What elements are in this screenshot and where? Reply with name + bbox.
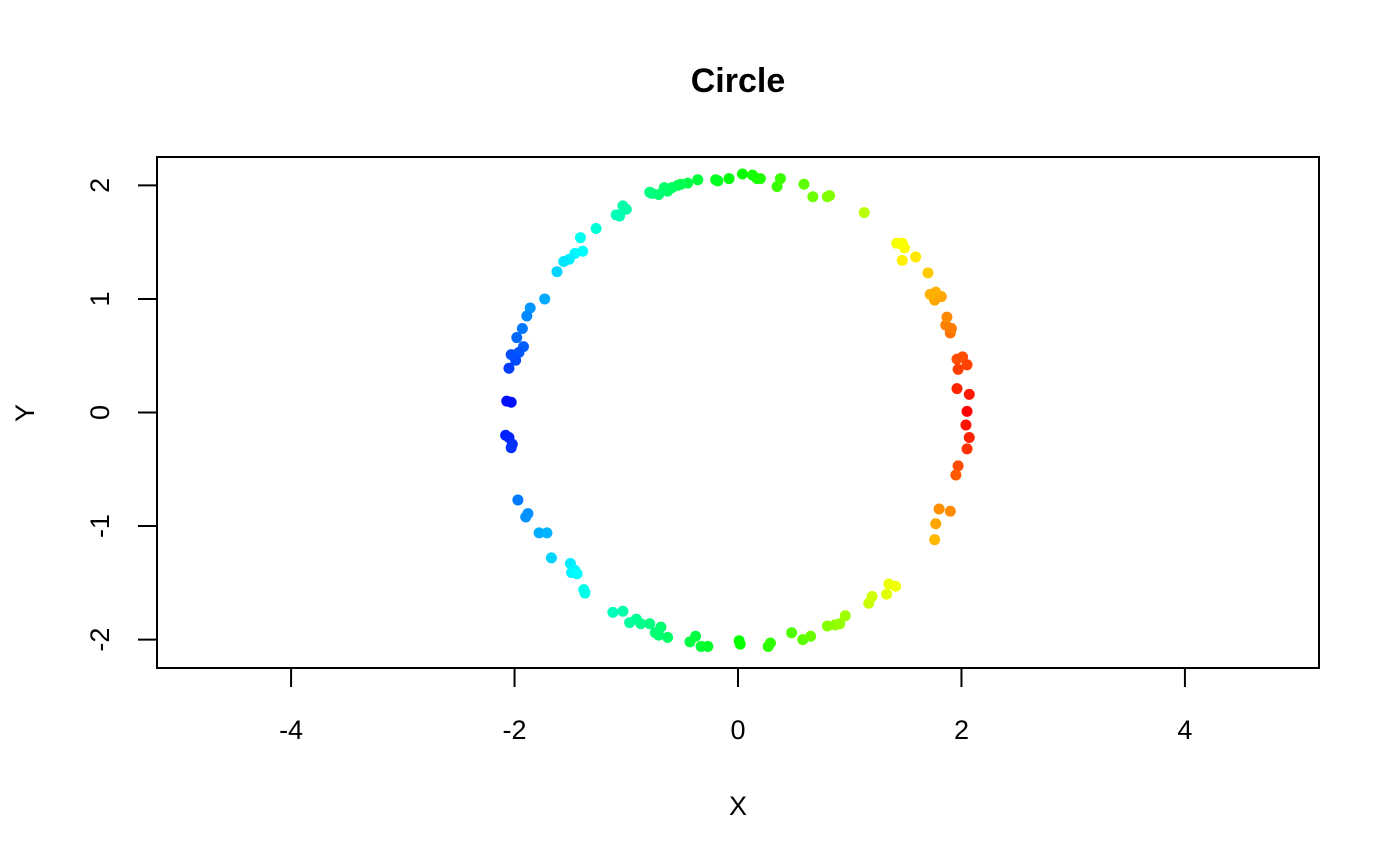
y-tick-label: 0 (85, 405, 115, 420)
data-point (929, 534, 941, 546)
data-point (635, 618, 647, 630)
data-point (952, 460, 964, 472)
data-point (702, 640, 714, 652)
data-point (924, 288, 936, 300)
data-point (558, 255, 570, 267)
data-points (500, 168, 975, 652)
data-point (839, 610, 851, 622)
x-tick-label: -4 (279, 715, 303, 745)
data-point (834, 618, 846, 630)
data-point (533, 527, 545, 539)
data-point (571, 568, 583, 580)
data-point (771, 181, 783, 193)
data-point (807, 191, 819, 203)
x-tick-label: 2 (954, 715, 969, 745)
data-point (590, 223, 602, 235)
data-point (617, 200, 629, 212)
data-point (644, 618, 656, 630)
data-point (922, 267, 934, 279)
data-point (607, 606, 619, 618)
data-point (890, 580, 902, 592)
data-point (944, 505, 956, 517)
data-point (516, 322, 528, 334)
data-point (539, 293, 551, 305)
x-axis: -4 -2 0 2 4 (279, 668, 1192, 745)
x-tick-label: 4 (1177, 715, 1192, 745)
data-point (950, 469, 962, 481)
data-point (951, 353, 963, 365)
data-point (963, 388, 975, 400)
data-point (960, 419, 972, 431)
data-point (786, 627, 798, 639)
data-point (579, 587, 591, 599)
data-point (574, 232, 586, 244)
y-tick-label: 1 (85, 291, 115, 306)
data-point (644, 186, 656, 198)
data-point (617, 605, 629, 617)
data-point (952, 363, 964, 375)
data-point (723, 173, 735, 185)
y-tick-label: -1 (85, 514, 115, 538)
y-axis: -2 -1 0 1 2 (85, 178, 157, 652)
data-point (805, 630, 817, 642)
data-point (910, 251, 922, 263)
data-point (520, 511, 532, 523)
data-point (545, 552, 557, 564)
data-point (881, 588, 893, 600)
data-point (734, 638, 746, 650)
data-point (891, 237, 903, 249)
y-tick-label: 2 (85, 178, 115, 193)
data-point (505, 442, 517, 454)
data-point (690, 630, 702, 642)
data-point (961, 443, 973, 455)
data-point (896, 254, 908, 266)
x-axis-label: X (729, 791, 747, 821)
data-point (961, 405, 973, 417)
data-point (930, 518, 942, 530)
data-point (764, 637, 776, 649)
data-point (747, 169, 759, 181)
data-point (503, 362, 515, 374)
data-point (511, 332, 523, 344)
plot-frame (156, 156, 1320, 669)
data-point (933, 503, 945, 515)
data-point (521, 310, 533, 322)
data-point (961, 359, 973, 371)
data-point (951, 383, 963, 395)
data-point (866, 590, 878, 602)
y-tick-label: -2 (85, 628, 115, 652)
data-point (551, 266, 563, 278)
data-point (512, 494, 524, 506)
data-point (710, 174, 722, 186)
data-point (692, 174, 704, 186)
data-point (858, 207, 870, 219)
data-point (501, 395, 513, 407)
x-tick-label: -2 (503, 715, 527, 745)
x-tick-label: 0 (730, 715, 745, 745)
data-point (736, 168, 748, 180)
data-point (963, 431, 975, 443)
data-point (662, 631, 674, 643)
data-point (798, 178, 810, 190)
data-point (610, 209, 622, 221)
y-axis-label: Y (10, 404, 40, 422)
data-point (941, 311, 953, 323)
data-point (505, 349, 517, 361)
data-point (821, 191, 833, 203)
data-point (653, 629, 665, 641)
data-point (541, 527, 553, 539)
chart-title: Circle (691, 62, 786, 100)
